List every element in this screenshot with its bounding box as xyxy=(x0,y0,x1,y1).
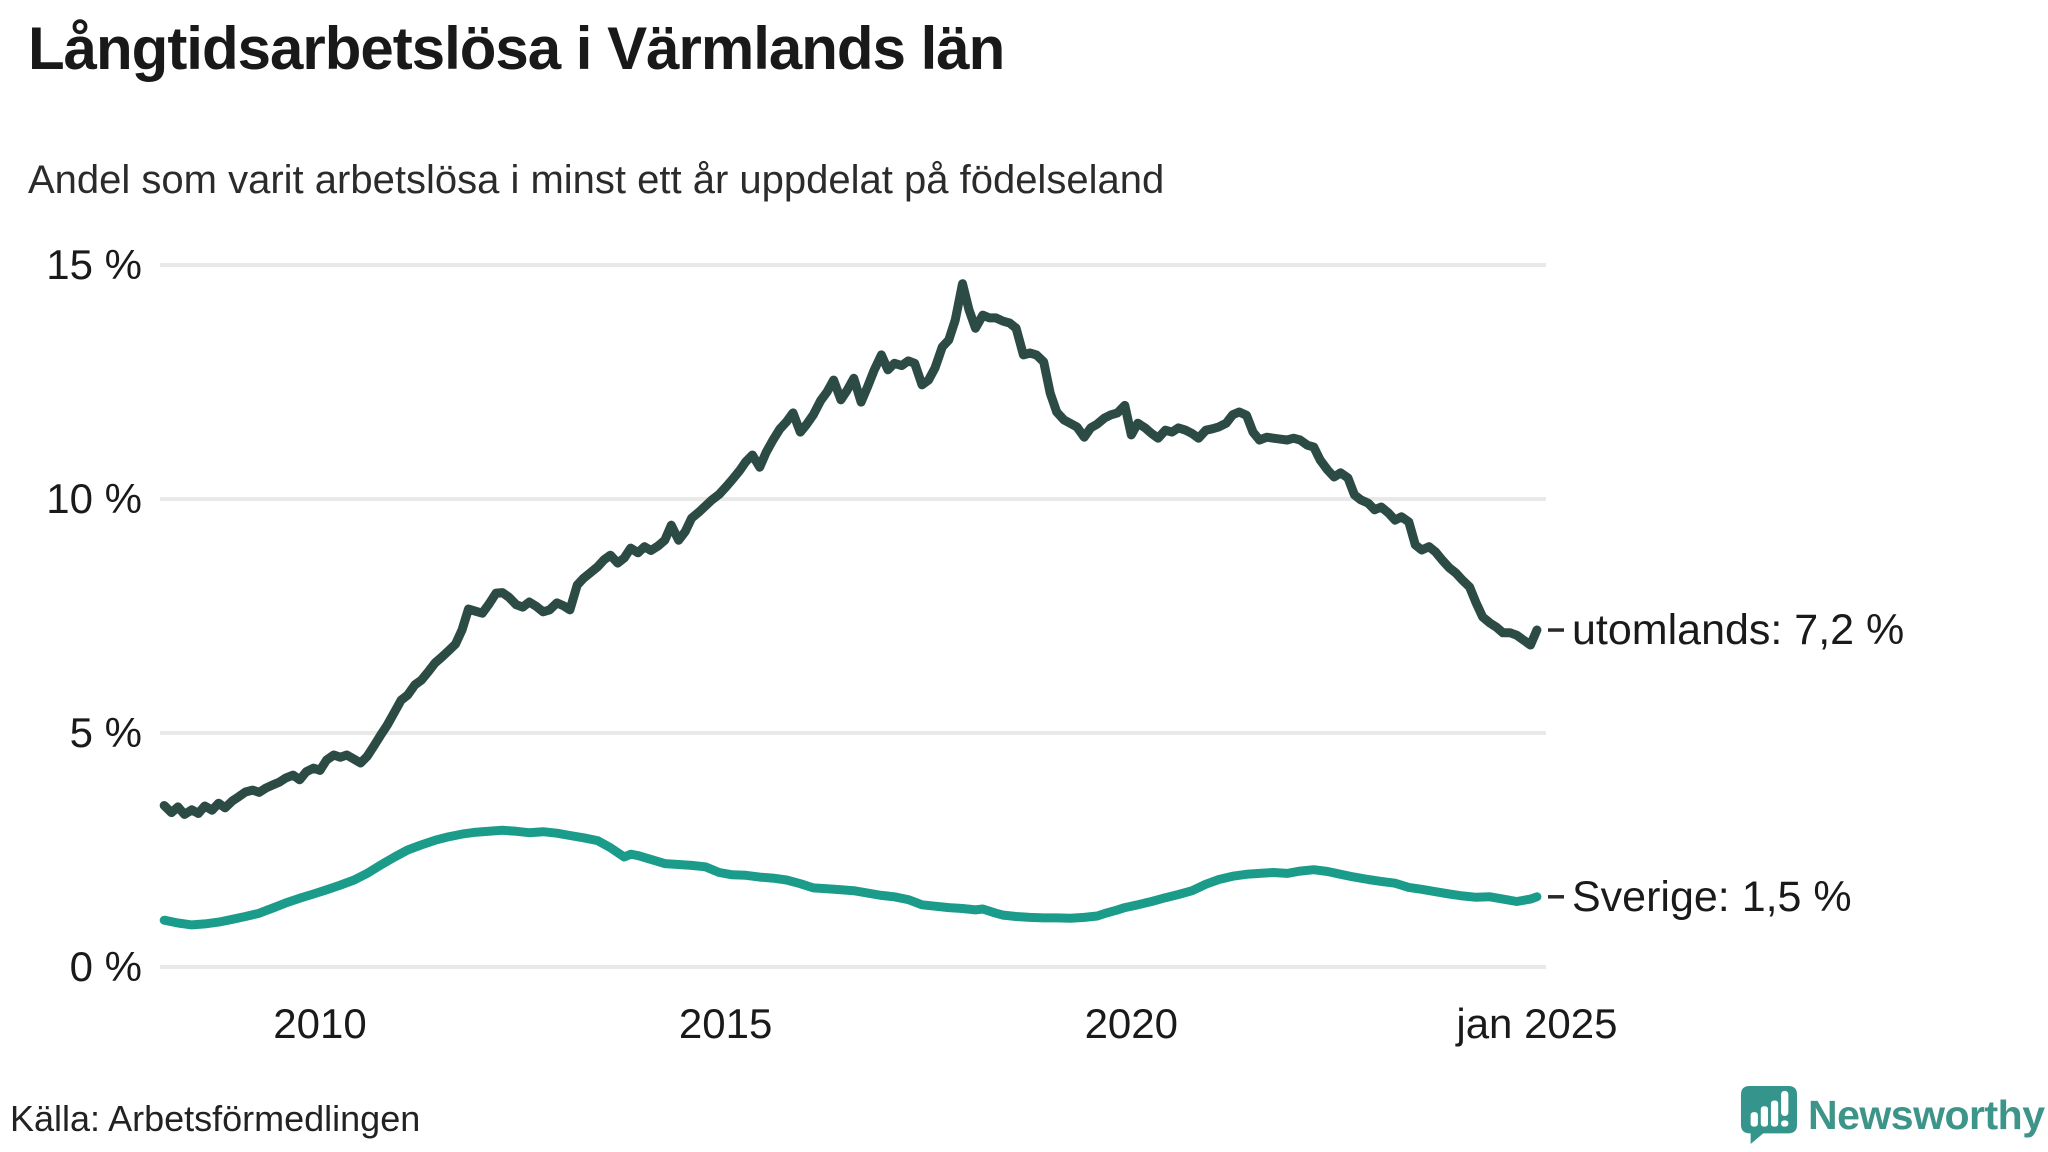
chart-subtitle: Andel som varit arbetslösa i minst ett å… xyxy=(28,158,1165,202)
series-line-sverige xyxy=(159,825,1542,930)
newsworthy-wordmark: Newsworthy xyxy=(1808,1091,2045,1138)
page-title: Långtidsarbetslösa i Värmlands län xyxy=(28,15,1005,82)
newsworthy-bubble-chart-icon xyxy=(1740,1086,1798,1144)
series-line-utomlands xyxy=(159,279,1542,819)
source-attribution: Källa: Arbetsförmedlingen xyxy=(10,1098,421,1139)
newsworthy-logo: Newsworthy xyxy=(1740,1084,2045,1146)
